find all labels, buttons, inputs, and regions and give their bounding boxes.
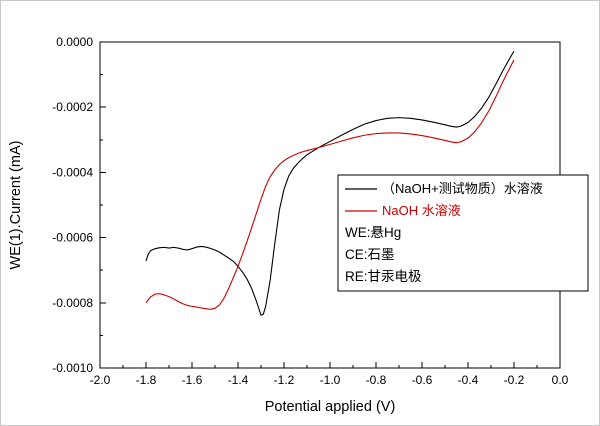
x-tick-label: -2.0	[90, 373, 111, 387]
legend-note: RE:甘汞电极	[345, 269, 422, 284]
legend: （NaOH+测试物质）水溶液 NaOH 水溶液 WE:悬Hg CE:石墨 RE:甘汞电极	[337, 174, 589, 292]
y-tick-label: -0.0002	[52, 100, 93, 114]
x-tick-label: -0.8	[366, 373, 387, 387]
x-tick-label: -1.6	[182, 373, 203, 387]
x-tick-label: -0.6	[412, 373, 433, 387]
x-axis: -2.0 -1.8 -1.6 -1.4 -1.2 -1.0 -0.8 -0.6 -0.4 -0.2…	[90, 362, 569, 387]
x-tick-label: -1.2	[274, 373, 295, 387]
x-axis-label: Potential applied (V)	[265, 399, 396, 415]
y-tick-label: -0.0008	[52, 296, 93, 310]
legend-note: WE:悬Hg	[345, 225, 401, 240]
x-tick-label: 0.0	[552, 373, 569, 387]
legend-box	[337, 174, 589, 292]
legend-entry-label: NaOH 水溶液	[382, 203, 461, 218]
legend-note: CE:石墨	[345, 247, 395, 262]
x-tick-label: -1.0	[320, 373, 341, 387]
y-tick-label: 0.0000	[56, 35, 93, 49]
series-line-0	[145, 50, 515, 316]
legend-entry-label: （NaOH+测试物质）水溶液	[382, 181, 543, 196]
series-line-1	[145, 59, 515, 310]
y-axis-label: WE(1).Current (mA)	[8, 141, 24, 270]
x-tick-label: -0.2	[504, 373, 525, 387]
y-axis: -0.0010 -0.0008 -0.0006 -0.0004 -0.0002 0.000…	[52, 35, 106, 375]
x-tick-label: -1.4	[228, 373, 249, 387]
y-tick-label: -0.0006	[52, 231, 93, 245]
y-tick-label: -0.0004	[52, 165, 93, 179]
y-tick-label: -0.0010	[52, 361, 93, 375]
x-tick-label: -0.4	[458, 373, 479, 387]
x-tick-label: -1.8	[136, 373, 157, 387]
